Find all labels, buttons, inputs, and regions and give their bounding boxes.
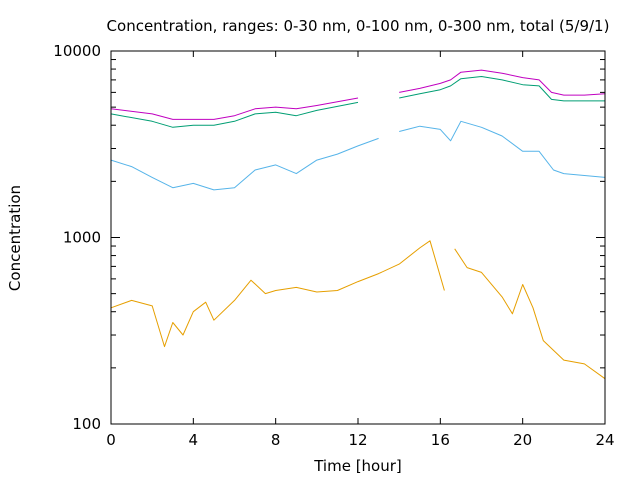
series-3-line-after-gap — [399, 120, 606, 178]
x-tick-label: 0 — [106, 431, 116, 449]
x-tick-label: 24 — [595, 431, 614, 449]
x-tick-label: 16 — [431, 431, 450, 449]
series-1-line-after-gap — [399, 69, 606, 96]
series-4-line-after-gap — [454, 248, 606, 380]
y-tick-label: 10000 — [53, 42, 101, 60]
series-layer — [110, 69, 606, 380]
plot-frame — [110, 50, 606, 425]
series-2-line — [110, 101, 359, 128]
x-axis-title: Time [hour] — [313, 457, 402, 475]
x-tick-label: 20 — [513, 431, 532, 449]
series-4-line — [110, 240, 445, 348]
y-tick-label: 1000 — [63, 229, 101, 247]
x-axis: 0 4 8 12 16 20 24 — [106, 51, 615, 449]
y-axis-title: Concentration — [6, 185, 24, 291]
x-tick-label: 8 — [271, 431, 281, 449]
series-2-line-after-gap — [399, 76, 605, 102]
y-axis: 100 1000 10000 — [53, 42, 605, 433]
series-1-line — [110, 97, 359, 120]
chart-title: Concentration, ranges: 0-30 nm, 0-100 nm… — [107, 17, 610, 35]
series-3-line — [110, 137, 379, 191]
x-tick-label: 4 — [189, 431, 199, 449]
y-tick-label: 100 — [72, 415, 101, 433]
x-tick-label: 12 — [348, 431, 367, 449]
